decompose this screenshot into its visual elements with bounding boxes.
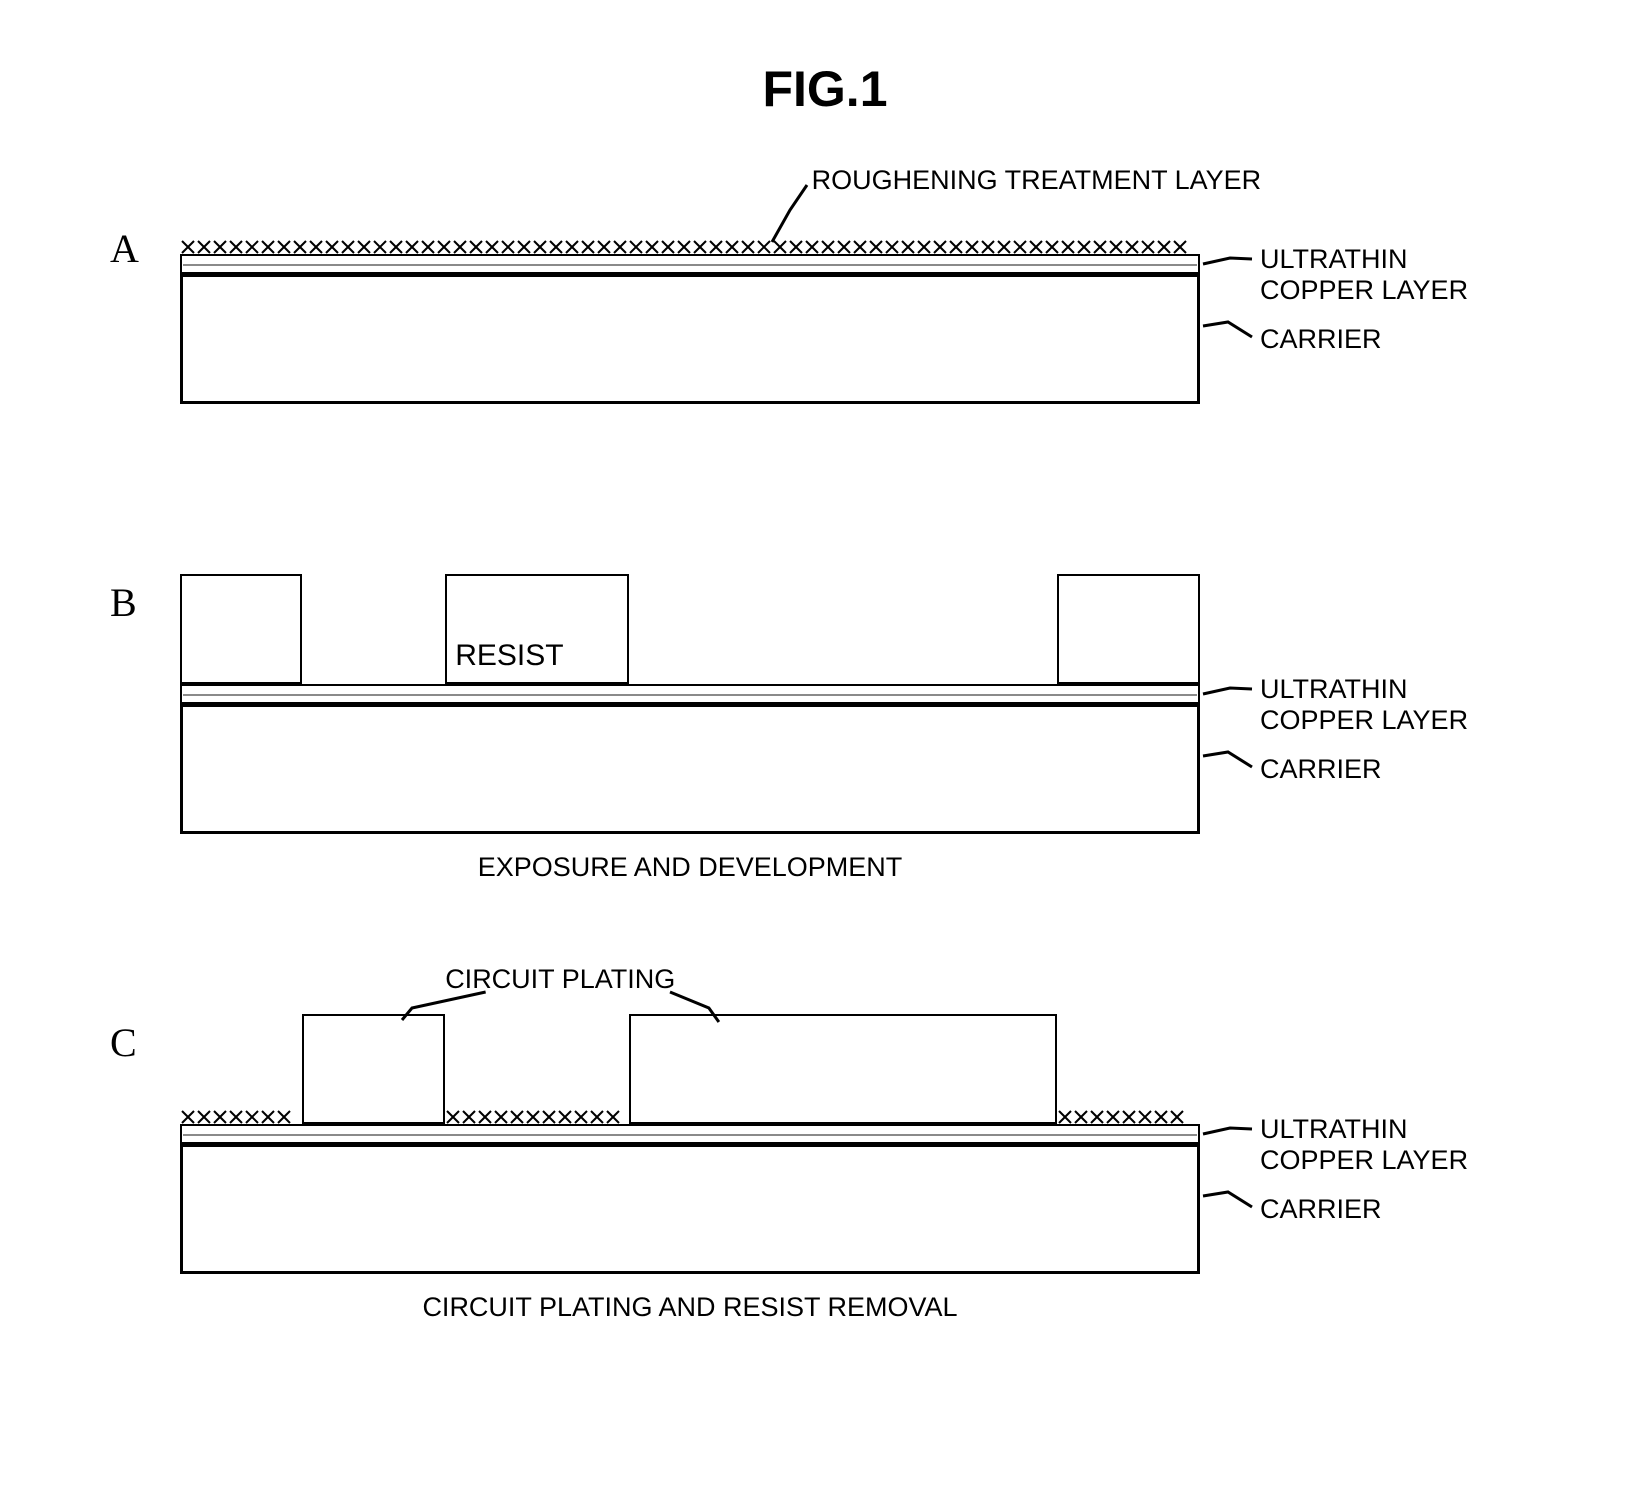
roughening-layer: [180, 1110, 302, 1124]
label-resist: RESIST: [455, 639, 563, 674]
caption-b: EXPOSURE AND DEVELOPMENT: [180, 852, 1200, 883]
step-letter: B: [110, 579, 137, 626]
figure-title: FIG.1: [0, 60, 1650, 118]
label-carrier: CARRIER: [1260, 754, 1382, 785]
roughening-layer: [1057, 1110, 1200, 1124]
resist-block: [1057, 574, 1200, 684]
label-carrier: CARRIER: [1260, 324, 1382, 355]
caption-c: CIRCUIT PLATING AND RESIST REMOVAL: [180, 1292, 1200, 1323]
carrier-layer: [180, 704, 1200, 834]
copper-midline: [183, 694, 1197, 696]
step-letter: A: [110, 225, 139, 272]
label-ultrathin-copper: ULTRATHIN COPPER LAYER: [1260, 244, 1468, 306]
copper-midline: [183, 264, 1197, 266]
carrier-layer: [180, 274, 1200, 404]
label-carrier: CARRIER: [1260, 1194, 1382, 1225]
step-letter: C: [110, 1019, 137, 1066]
roughening-layer: [180, 240, 1200, 254]
label-roughening: ROUGHENING TREATMENT LAYER: [812, 165, 1262, 196]
copper-midline: [183, 1134, 1197, 1136]
label-ultrathin-copper: ULTRATHIN COPPER LAYER: [1260, 1114, 1468, 1176]
roughening-layer: [445, 1110, 629, 1124]
carrier-layer: [180, 1144, 1200, 1274]
label-ultrathin-copper: ULTRATHIN COPPER LAYER: [1260, 674, 1468, 736]
circuit-plating-block: [629, 1014, 1057, 1124]
circuit-plating-block: [302, 1014, 445, 1124]
resist-block: [180, 574, 302, 684]
